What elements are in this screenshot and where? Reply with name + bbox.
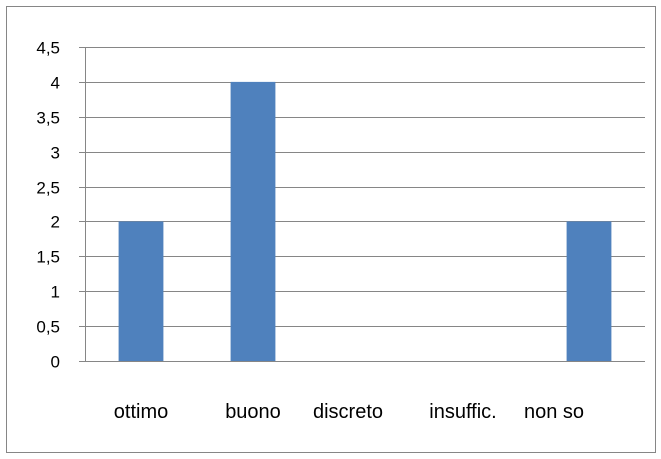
y-tick-label: 3,5	[36, 109, 60, 128]
bar-ottimo	[118, 221, 164, 361]
y-tick-label: 1,5	[36, 248, 60, 267]
y-tick-label: 2,5	[36, 179, 60, 198]
y-tick-labels: 0 0,5 1 1,5 2 2,5 3 3,5 4 4,5	[36, 39, 60, 372]
bars	[118, 81, 612, 361]
x-category-label: ottimo	[114, 401, 168, 423]
y-tick-label: 4	[51, 74, 60, 93]
y-tick-label: 1	[51, 283, 60, 302]
y-tick-label: 4,5	[36, 39, 60, 58]
y-tick-label: 0,5	[36, 318, 60, 337]
bar-non-so	[566, 221, 612, 361]
x-category-label: discreto	[313, 401, 383, 423]
y-tick-label: 0	[51, 353, 60, 372]
axes	[79, 47, 86, 362]
gridlines	[85, 47, 645, 362]
y-tick-label: 2	[51, 213, 60, 232]
x-category-label: buono	[225, 401, 281, 423]
bar-buono	[230, 81, 276, 361]
x-category-label: non so	[524, 401, 584, 423]
chart-border	[6, 6, 656, 453]
x-category-labels: ottimo buono discreto insuffic. non so	[114, 401, 584, 423]
y-tick-label: 3	[51, 144, 60, 163]
x-category-label: insuffic.	[429, 401, 496, 423]
